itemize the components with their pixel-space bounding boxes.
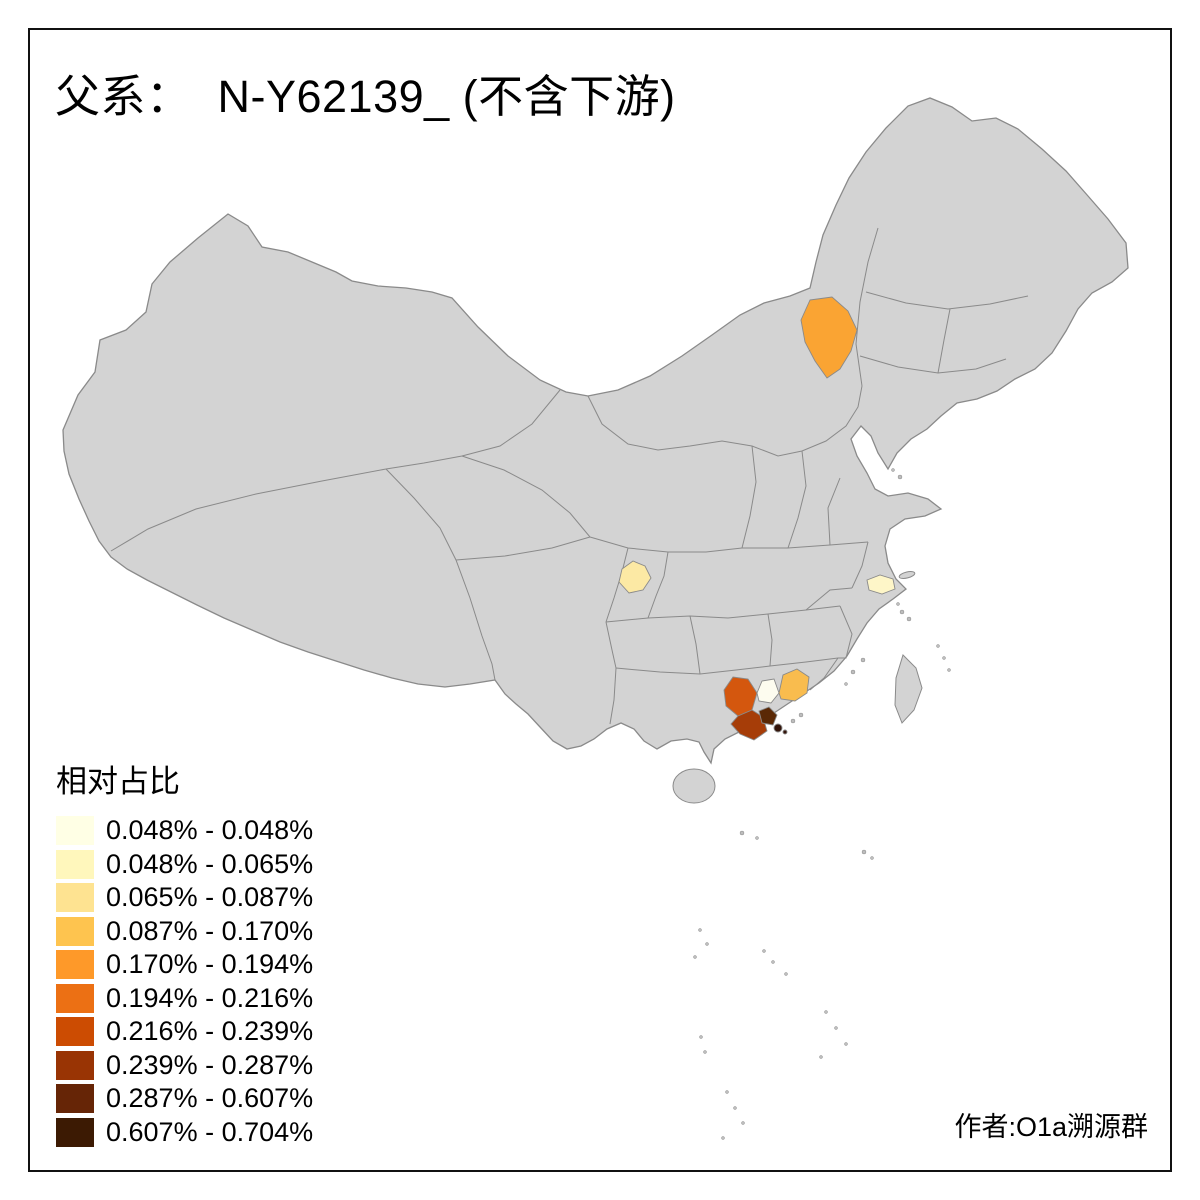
legend-swatch — [56, 1117, 94, 1147]
legend-swatch — [56, 1050, 94, 1080]
legend-swatch — [56, 1017, 94, 1047]
highlighted-regions — [618, 296, 896, 741]
legend-swatch — [56, 983, 94, 1013]
legend-item: 0.239% - 0.287% — [56, 1049, 313, 1083]
legend-title: 相对占比 — [56, 764, 180, 799]
legend-swatch — [56, 849, 94, 879]
attribution-text: 作者:O1a溯源群 — [954, 1112, 1148, 1142]
legend: 相对占比 0.048% - 0.048% 0.048% - 0.065% 0.065… — [56, 756, 313, 1149]
region-south-red-brown — [730, 709, 768, 741]
legend-item: 0.087% - 0.170% — [56, 915, 313, 949]
legend-swatch — [56, 816, 94, 846]
page-title: 父系： N-Y62139_ (不含下游) — [55, 71, 676, 122]
legend-swatch — [56, 916, 94, 946]
legend-label: 0.607% - 0.704% — [106, 1116, 314, 1147]
legend-swatch — [56, 1084, 94, 1114]
legend-item: 0.216% - 0.239% — [56, 1015, 313, 1049]
legend-item: 0.170% - 0.194% — [56, 948, 313, 982]
province-borders — [110, 227, 1029, 725]
legend-item: 0.194% - 0.216% — [56, 982, 313, 1016]
legend-label: 0.170% - 0.194% — [106, 949, 314, 980]
hainan-island — [672, 768, 716, 804]
legend-swatch — [56, 883, 94, 913]
legend-label: 0.216% - 0.239% — [106, 1016, 314, 1047]
region-south-dark-orange — [723, 676, 758, 717]
legend-item: 0.048% - 0.065% — [56, 848, 313, 882]
legend-item: 0.607% - 0.704% — [56, 1116, 313, 1150]
legend-label: 0.239% - 0.287% — [106, 1049, 314, 1080]
legend-item: 0.287% - 0.607% — [56, 1082, 313, 1116]
legend-label: 0.048% - 0.065% — [106, 848, 314, 879]
region-pearl-delta-dark — [758, 706, 778, 726]
legend-label: 0.048% - 0.048% — [106, 815, 314, 846]
region-chifeng — [800, 296, 858, 379]
legend-item: 0.048% - 0.048% — [56, 814, 313, 848]
region-shanghai — [866, 574, 896, 595]
legend-item: 0.065% - 0.087% — [56, 881, 313, 915]
region-pearl-delta-darkest — [773, 723, 783, 733]
taiwan-island — [894, 654, 923, 724]
region-chongqing — [618, 560, 652, 594]
legend-label: 0.287% - 0.607% — [106, 1083, 314, 1114]
region-south-medium-orange — [778, 668, 810, 702]
legend-label: 0.087% - 0.170% — [106, 915, 314, 946]
legend-label: 0.065% - 0.087% — [106, 882, 314, 913]
chongming-island — [898, 571, 916, 579]
region-pearl-delta-darkest-dot — [782, 729, 788, 735]
legend-items: 0.048% - 0.048% 0.048% - 0.065% 0.065% - 0… — [56, 814, 313, 1149]
legend-swatch — [56, 950, 94, 980]
legend-label: 0.194% - 0.216% — [106, 982, 314, 1013]
small-islands — [693, 468, 951, 1140]
mainland-outline — [62, 97, 1129, 765]
mainland-group — [62, 97, 1129, 804]
